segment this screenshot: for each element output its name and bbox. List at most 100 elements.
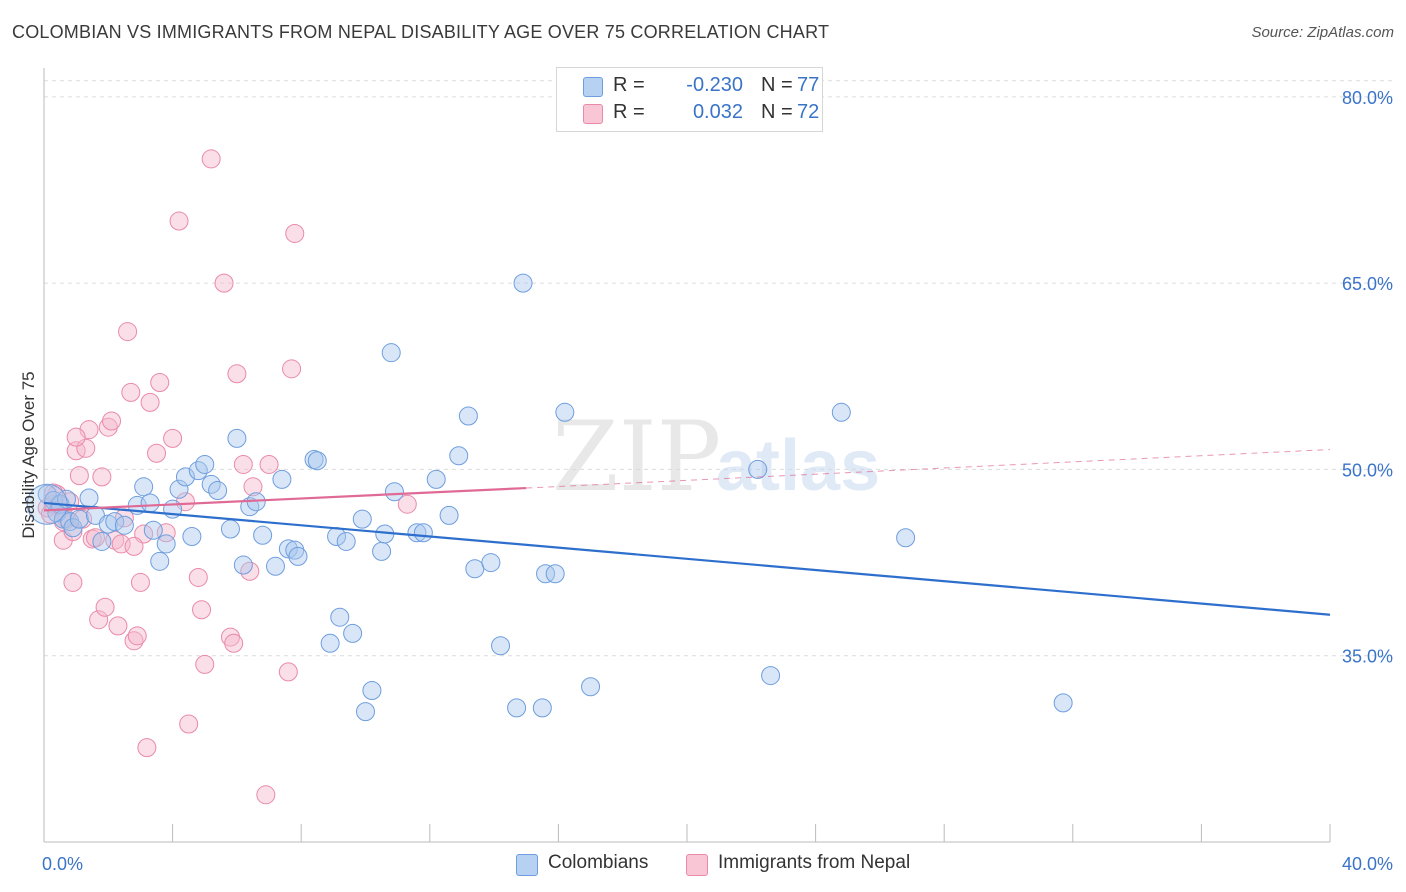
watermark-zip: ZIP <box>552 401 721 513</box>
point-colombians <box>330 607 350 627</box>
point-colombians <box>384 482 404 502</box>
point-nepal <box>137 738 157 758</box>
bottom-legend: Colombians Immigrants from Nepal <box>0 852 1406 878</box>
point-colombians <box>458 406 478 426</box>
watermark-atlas: atlas <box>716 426 880 506</box>
source-label: Source: ZipAtlas.com <box>1251 24 1394 41</box>
point-colombians <box>343 623 363 643</box>
point-colombians <box>169 479 189 499</box>
point-colombians <box>362 680 382 700</box>
point-nepal <box>169 211 189 231</box>
point-colombians <box>220 519 240 539</box>
point-nepal <box>124 536 144 556</box>
point-nepal <box>150 372 170 392</box>
y-tick-label: 65.0% <box>1342 274 1393 294</box>
point-colombians <box>831 402 851 422</box>
point-nepal <box>233 454 253 474</box>
point-nepal <box>130 572 150 592</box>
point-nepal <box>89 610 109 630</box>
point-colombians <box>240 497 260 517</box>
point-colombians <box>413 523 433 543</box>
point-colombians <box>748 459 768 479</box>
point-nepal <box>102 411 122 431</box>
point-nepal <box>397 494 417 514</box>
point-colombians <box>356 702 375 722</box>
point-colombians <box>227 428 247 448</box>
trend-line-colombians <box>43 501 1331 616</box>
point-colombians <box>426 469 446 489</box>
point-colombians <box>545 564 565 584</box>
point-nepal <box>282 359 302 379</box>
bottom-legend-label: Colombians <box>548 852 649 873</box>
point-colombians <box>69 509 89 529</box>
point-nepal <box>124 631 144 651</box>
point-nepal <box>214 273 234 293</box>
point-nepal <box>188 567 208 587</box>
tick-labels: 35.0% 50.0% 65.0% 80.0% 0.0% 40.0% <box>42 88 1393 874</box>
point-nepal <box>108 616 128 636</box>
y-tick-label: 35.0% <box>1342 647 1393 667</box>
x-tick-label: 40.0% <box>1342 854 1393 874</box>
point-colombians <box>195 454 215 474</box>
point-colombians <box>285 540 305 560</box>
point-colombians <box>114 515 134 535</box>
point-colombians <box>449 446 469 466</box>
point-nepal <box>127 626 147 646</box>
point-nepal <box>243 477 263 497</box>
legend: R = -0.230 N = 77 R = 0.032 N = 72 <box>556 67 823 132</box>
point-colombians <box>105 512 125 532</box>
point-colombians <box>143 520 163 540</box>
point-colombians <box>465 559 485 579</box>
point-nepal <box>76 438 96 458</box>
point-colombians <box>581 677 601 697</box>
trend-lines <box>43 449 1331 616</box>
point-colombians <box>156 534 176 554</box>
point-nepal <box>195 654 215 674</box>
watermark: ZIP atlas <box>552 401 880 513</box>
point-nepal <box>227 364 247 384</box>
point-nepal <box>95 597 115 617</box>
point-nepal <box>179 714 199 734</box>
legend-r-label: R = <box>613 74 645 96</box>
legend-r-value: -0.230 <box>686 74 743 96</box>
legend-n-value: 72 <box>797 101 820 123</box>
point-colombians <box>265 556 285 576</box>
point-colombians <box>304 449 324 469</box>
point-colombians <box>272 469 292 489</box>
point-nepal <box>66 427 86 447</box>
chart-title: COLOMBIAN VS IMMIGRANTS FROM NEPAL DISAB… <box>12 22 830 42</box>
point-colombians <box>208 481 228 501</box>
legend-r-label: R = <box>613 101 645 123</box>
point-colombians <box>140 493 160 513</box>
trend-line-nepal-extension <box>526 449 1331 489</box>
point-colombians <box>1053 693 1073 713</box>
point-nepal <box>98 417 118 437</box>
series-nepal-points <box>37 149 417 805</box>
series-colombians-points <box>26 273 1073 722</box>
point-nepal <box>224 633 244 653</box>
trend-line-nepal <box>43 486 527 512</box>
point-colombians <box>536 564 556 584</box>
point-nepal <box>278 662 298 682</box>
point-nepal <box>285 223 305 243</box>
point-colombians <box>92 531 112 551</box>
bottom-legend-swatch-blue <box>516 854 538 876</box>
point-nepal <box>256 785 276 805</box>
point-colombians <box>233 555 253 575</box>
y-axis-label: Disability Age Over 75 <box>19 371 38 538</box>
point-colombians <box>372 541 392 561</box>
legend-n-label: N = <box>761 74 793 96</box>
axes <box>43 68 1331 843</box>
point-colombians <box>278 539 298 559</box>
bottom-legend-label: Immigrants from Nepal <box>718 852 911 873</box>
point-colombians <box>150 551 170 571</box>
point-nepal <box>192 600 212 620</box>
legend-swatch-pink <box>583 104 603 124</box>
point-colombians <box>307 451 327 471</box>
legend-r-value: 0.032 <box>692 101 743 123</box>
point-colombians <box>336 531 356 551</box>
point-colombians <box>491 636 511 656</box>
point-nepal <box>140 392 160 412</box>
point-colombians <box>507 698 527 718</box>
point-nepal <box>69 466 89 486</box>
